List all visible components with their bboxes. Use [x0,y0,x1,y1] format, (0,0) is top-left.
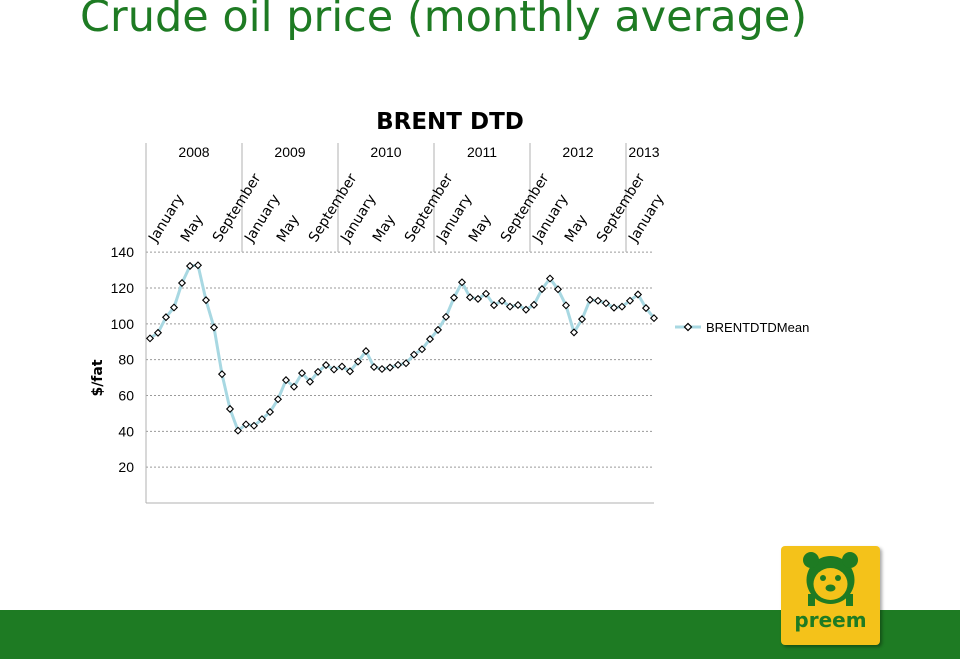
chart-grid [146,251,654,468]
data-point [337,362,347,371]
legend-label: BRENTDTDMean [706,320,809,335]
data-point [297,369,307,378]
data-point [385,363,395,372]
year-label: 2008 [178,144,209,160]
data-point [561,301,571,310]
data-point [209,323,219,332]
data-point [609,303,619,312]
data-point [577,315,587,324]
data-point [433,325,443,334]
data-point [201,296,211,305]
data-point [481,289,491,298]
data-point [369,362,379,372]
data-point [505,302,515,311]
y-axis-label: $/fat [90,359,106,396]
chart-title: BRENT DTD [376,109,524,135]
data-point [513,300,523,310]
year-label: 2009 [274,144,305,160]
y-tick-label: 20 [118,459,134,475]
data-point [641,304,651,313]
data-point [233,426,243,435]
data-point [345,367,355,376]
month-label: May [274,212,303,245]
month-label: May [178,212,207,245]
data-point [145,334,155,343]
year-label: 2013 [628,144,659,160]
series-line [149,263,656,433]
data-point [257,415,267,424]
y-tick-label: 120 [111,280,135,296]
data-point [593,296,603,305]
data-point [265,407,275,417]
data-point [153,328,163,337]
y-tick-label: 100 [111,316,135,332]
data-point [449,293,459,302]
data-point [241,420,251,429]
plot-frame [145,143,654,504]
data-point [585,295,595,304]
series-markers [145,261,659,435]
data-point [521,305,531,314]
logo-text: preem [794,608,867,632]
month-label: May [562,212,591,245]
month-label: May [466,212,495,245]
data-point [289,382,299,391]
y-tick-label: 80 [118,352,134,368]
data-point [497,296,507,305]
data-point [329,365,339,374]
data-point [409,350,419,359]
data-point [393,360,403,369]
legend: BRENTDTDMean [675,320,809,335]
y-tick-label: 60 [118,388,134,404]
data-point [401,359,411,368]
data-point [633,290,643,299]
data-point [377,364,387,374]
data-point [457,278,467,287]
year-header: 2008 2009 2010 2011 2012 2013 [145,143,660,252]
legend-marker [683,322,693,332]
data-point [473,294,483,303]
data-point [305,377,315,386]
data-point [465,293,475,302]
data-point [217,370,227,379]
data-point [225,404,235,413]
data-point [313,367,323,376]
data-point [441,312,451,321]
data-point [553,285,563,294]
data-point [185,261,195,270]
data-point [489,301,499,310]
slide-title: Crude oil price (monthly average) [80,0,808,42]
data-point [361,347,371,356]
year-label: 2011 [467,144,497,160]
data-point [417,345,427,354]
data-point [353,357,363,366]
data-point [281,376,291,385]
data-point [425,335,435,344]
data-point [617,302,627,311]
data-point [537,285,547,294]
bear-icon [803,552,858,606]
data-point [625,296,635,305]
y-axis-ticks: 20 40 60 80 100 120 140 [111,244,135,475]
data-point [273,395,283,404]
y-tick-label: 140 [111,244,135,260]
data-point [177,278,187,288]
data-point [321,361,331,370]
data-point [193,261,203,270]
preem-logo: preem [781,546,880,645]
data-point [569,328,579,337]
year-label: 2010 [370,144,401,160]
data-point [169,303,179,312]
month-label: May [370,212,399,245]
data-point [601,299,611,308]
year-label: 2012 [562,144,593,160]
data-point [649,314,659,323]
data-point [161,313,171,322]
data-point [249,421,259,430]
data-point [529,300,539,309]
data-point [545,274,555,283]
y-tick-label: 40 [118,423,134,439]
